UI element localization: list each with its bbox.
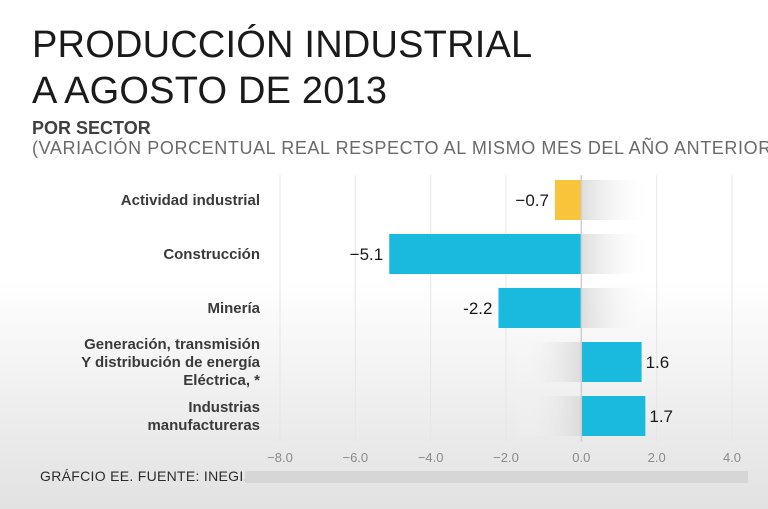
bar	[389, 234, 582, 274]
x-tick-label: −6.0	[342, 450, 368, 465]
value-label: −5.1	[350, 245, 384, 264]
chart-title-line-1: PRODUCCIÓN INDUSTRIAL	[32, 24, 533, 66]
bar	[581, 396, 646, 436]
x-tick-label: 4.0	[723, 450, 741, 465]
bar-shadow	[581, 234, 652, 274]
value-label: 1.6	[646, 353, 670, 372]
chart-title: PRODUCCIÓN INDUSTRIAL A AGOSTO DE 2013	[32, 22, 532, 114]
value-label: −0.7	[515, 191, 549, 210]
bar-shadow	[581, 288, 652, 328]
x-tick-label: −2.0	[493, 450, 519, 465]
bar-shadows	[511, 180, 652, 436]
bar-shadow	[511, 396, 582, 436]
chart-title-line-2: A AGOSTO DE 2013	[32, 70, 388, 112]
value-labels: −0.7 −5.1 -2.2 1.6 1.7	[350, 191, 673, 426]
x-tick-label: 0.0	[572, 450, 590, 465]
chart-note: (VARIACIÓN PORCENTUAL REAL RESPECTO AL M…	[32, 138, 768, 158]
x-tick-label: −8.0	[267, 450, 293, 465]
bars	[389, 180, 646, 436]
category-label: Actividad industrial	[121, 192, 260, 209]
category-label: Generación, transmisión Y distribución de…	[81, 336, 261, 389]
footer-bar	[245, 471, 748, 483]
bar	[554, 180, 582, 220]
x-axis-ticks: −8.0 −6.0 −4.0 −2.0 0.0 2.0 4.0	[267, 450, 741, 465]
bar-shadow	[511, 342, 582, 382]
source-note: GRÁFCIO EE. FUENTE: INEGI.	[40, 468, 248, 484]
category-label: Minería	[207, 300, 260, 317]
value-label: 1.7	[649, 407, 673, 426]
category-label: Construcción	[163, 246, 260, 263]
x-tick-label: 2.0	[648, 450, 666, 465]
category-labels: Actividad industrial Construcción Minería G…	[81, 192, 261, 434]
bar	[581, 342, 642, 382]
bar	[498, 288, 582, 328]
category-label: Industrias manufactureras	[147, 399, 260, 434]
chart-subtitle: POR SECTOR	[32, 118, 151, 138]
value-label: -2.2	[463, 299, 492, 318]
x-tick-label: −4.0	[418, 450, 444, 465]
bar-shadow	[581, 180, 652, 220]
